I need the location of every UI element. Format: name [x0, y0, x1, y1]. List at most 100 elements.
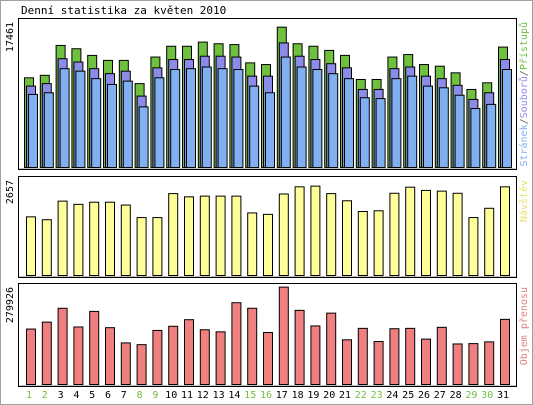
x-tick-day-6: 6	[105, 390, 111, 401]
legend-part-0: Objem přenosu	[518, 287, 530, 365]
bar-day-2	[41, 219, 52, 276]
bar-stránek-day-11	[186, 68, 196, 168]
bar-stránek-day-31	[502, 69, 512, 168]
bar-day-29	[468, 343, 479, 386]
bar-stránek-day-12	[201, 66, 212, 168]
panel-3: 279926 Objem přenosu	[5, 283, 530, 387]
x-tick-day-29: 29	[465, 390, 477, 401]
bar-day-24	[389, 192, 400, 276]
bar-day-28	[452, 192, 463, 276]
bar-day-13	[215, 331, 226, 386]
x-tick-day-28: 28	[450, 390, 462, 401]
bar-stránek-day-24	[391, 78, 402, 168]
bar-day-15	[247, 307, 258, 385]
bar-stránek-day-1	[28, 93, 38, 168]
bar-day-27	[436, 326, 447, 386]
bar-stránek-day-22	[359, 97, 370, 168]
bar-day-7	[120, 342, 131, 385]
bar-day-22	[357, 210, 368, 277]
bar-day-31	[500, 186, 510, 276]
bar-day-19	[310, 325, 321, 385]
bar-day-22	[357, 327, 368, 386]
bar-day-6	[105, 327, 115, 385]
bar-day-9	[152, 217, 163, 276]
bar-day-10	[168, 193, 179, 277]
x-tick-day-2: 2	[42, 390, 48, 401]
x-tick-day-23: 23	[371, 390, 383, 401]
legend-part-3: /	[519, 70, 530, 76]
bar-day-5	[89, 310, 100, 385]
x-tick-day-10: 10	[165, 390, 177, 401]
bar-day-25	[405, 186, 416, 276]
legend-part-0: Stránek	[518, 124, 530, 166]
bar-day-26	[421, 189, 431, 276]
panel-1: 17461 Stránek/Souborů/Přístupů	[5, 18, 530, 170]
bar-day-7	[120, 204, 131, 276]
bar-stránek-day-15	[249, 85, 260, 168]
x-tick-day-5: 5	[89, 390, 95, 401]
bar-stránek-day-14	[233, 69, 244, 168]
series-legend-label: Návštěv	[518, 180, 530, 222]
x-tick-day-25: 25	[402, 390, 414, 401]
bar-day-5	[89, 201, 100, 276]
panel-2: 2657 Návštěv	[5, 176, 530, 278]
bar-stránek-day-20	[328, 73, 339, 168]
x-tick-day-21: 21	[339, 390, 351, 401]
x-axis-day-labels: 1 2 3 4 5 6 7 8 9 10 11 12 13 14 15 16 17 18 19 20 21 22 23 24 2…	[26, 390, 509, 401]
x-tick-day-9: 9	[152, 390, 158, 401]
bar-stránek-day-21	[344, 78, 354, 168]
chart-panels: 17461 Stránek/Souborů/Přístupů 2657 Návštěv…	[5, 18, 530, 387]
bar-day-26	[421, 338, 431, 386]
legend-part-1: /	[519, 118, 530, 124]
bar-stránek-day-6	[107, 83, 117, 168]
bar-day-27	[436, 190, 447, 277]
bar-stránek-day-19	[312, 69, 323, 168]
bar-day-13	[215, 195, 226, 277]
bar-day-12	[199, 329, 210, 385]
x-tick-day-16: 16	[260, 390, 272, 401]
bar-stránek-day-2	[43, 92, 54, 168]
bar-day-9	[152, 329, 163, 386]
x-tick-day-1: 1	[26, 390, 32, 401]
bar-day-30	[484, 341, 495, 385]
bar-day-16	[263, 332, 273, 385]
bar-day-29	[468, 217, 479, 276]
x-tick-day-30: 30	[481, 390, 493, 401]
bar-stránek-day-28	[454, 94, 465, 168]
x-tick-day-3: 3	[58, 390, 64, 401]
bar-day-3	[57, 307, 68, 385]
bar-stránek-day-23	[375, 98, 386, 168]
bar-day-25	[405, 327, 416, 386]
bar-stránek-day-13	[217, 68, 228, 168]
x-tick-day-24: 24	[386, 390, 398, 401]
bar-day-11	[184, 319, 194, 386]
bar-day-18	[294, 309, 305, 386]
bar-day-8	[136, 217, 147, 276]
bar-day-4	[73, 203, 84, 276]
x-tick-day-31: 31	[497, 390, 509, 401]
bar-day-23	[373, 341, 384, 385]
x-tick-day-17: 17	[276, 390, 288, 401]
bar-stránek-day-30	[486, 103, 497, 169]
bar-day-24	[389, 328, 400, 386]
bar-day-1	[26, 216, 36, 277]
y-max-label: 2657	[5, 180, 16, 204]
bar-day-10	[168, 325, 179, 385]
bar-day-14	[231, 302, 242, 386]
bar-day-20	[326, 312, 337, 385]
x-tick-day-12: 12	[197, 390, 209, 401]
bar-day-28	[452, 343, 463, 386]
bar-day-1	[26, 328, 36, 385]
legend-part-2: Souborů	[518, 76, 530, 118]
bar-stránek-day-16	[265, 92, 275, 168]
x-tick-day-4: 4	[73, 390, 79, 401]
bar-stránek-day-7	[122, 80, 133, 168]
y-max-label: 17461	[5, 22, 16, 52]
x-tick-day-18: 18	[292, 390, 304, 401]
bar-day-18	[294, 186, 305, 276]
x-tick-day-27: 27	[434, 390, 446, 401]
series-legend-label: Stránek/Souborů/Přístupů	[518, 22, 530, 167]
bar-stránek-day-17	[280, 56, 291, 168]
bar-day-8	[136, 344, 147, 385]
